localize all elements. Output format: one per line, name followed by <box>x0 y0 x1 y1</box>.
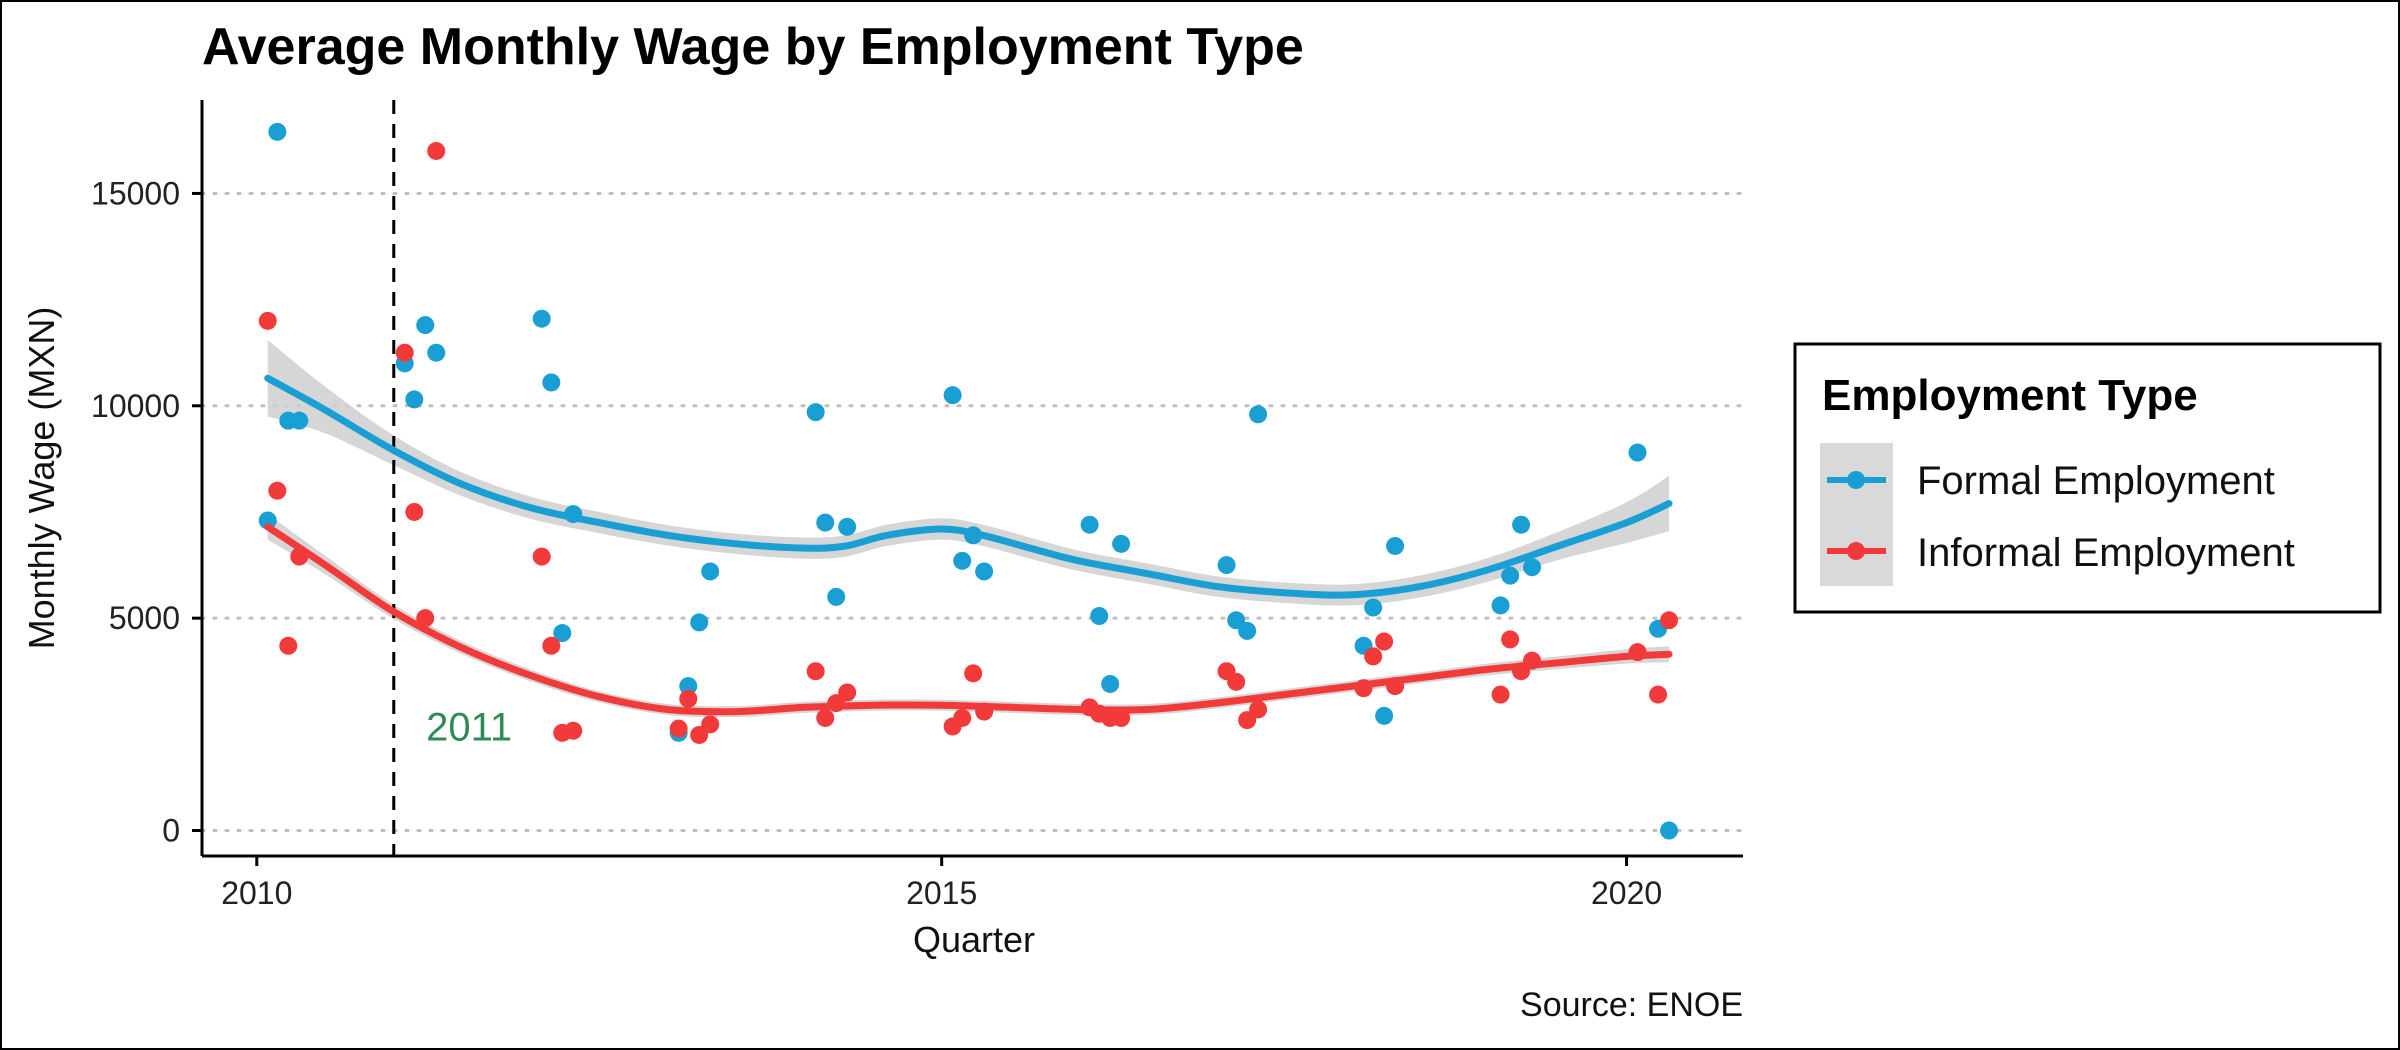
data-point-informal <box>953 708 972 727</box>
data-point-informal <box>701 715 720 734</box>
data-point-formal <box>532 309 551 328</box>
data-point-informal <box>964 664 983 683</box>
data-point-formal <box>1386 536 1405 555</box>
data-point-informal <box>416 609 435 628</box>
data-point-informal <box>564 721 583 740</box>
trend-line-formal <box>264 374 1673 599</box>
source-caption: Source: ENOE <box>1520 986 1743 1024</box>
data-point-informal <box>395 343 414 362</box>
x-tick-label: 2015 <box>906 875 977 911</box>
y-axis-label: Monthly Wage (MXN) <box>21 307 62 650</box>
data-point-formal <box>290 411 309 430</box>
data-point-informal <box>1364 647 1383 666</box>
data-point-formal <box>258 511 277 530</box>
data-point-formal <box>1249 405 1268 424</box>
trend-lines <box>264 374 1673 716</box>
data-point-informal <box>1227 672 1246 691</box>
gridlines <box>200 191 1745 833</box>
y-tick-label: 15000 <box>91 175 180 211</box>
data-point-formal <box>1090 607 1109 626</box>
x-axis-ticks: 2010 2015 2020 <box>221 856 1662 911</box>
data-point-informal <box>838 683 857 702</box>
data-point-informal <box>679 689 698 708</box>
y-tick-label: 10000 <box>91 388 180 424</box>
data-point-formal <box>816 513 835 532</box>
data-point-formal <box>1238 621 1257 640</box>
annotation-2011: 2011 <box>426 705 512 749</box>
data-point-formal <box>806 403 825 422</box>
data-point-formal <box>1501 566 1520 585</box>
data-point-informal <box>806 662 825 681</box>
x-axis-label: Quarter <box>913 919 1035 960</box>
data-point-formal <box>1523 558 1542 577</box>
data-point-informal <box>1501 630 1520 649</box>
data-point-informal <box>532 547 551 566</box>
x-tick-label: 2010 <box>221 875 292 911</box>
data-point-formal <box>701 562 720 581</box>
chart-title: Average Monthly Wage by Employment Type <box>202 18 1304 76</box>
data-point-informal <box>1375 632 1394 651</box>
data-point-informal <box>1491 685 1510 704</box>
data-point-formal <box>1491 596 1510 615</box>
legend-label-formal: Formal Employment <box>1917 459 2275 503</box>
data-point-formal <box>953 551 972 570</box>
data-point-formal <box>405 390 424 409</box>
data-point-formal <box>542 373 561 392</box>
data-point-informal <box>542 636 561 655</box>
data-point-formal <box>427 343 446 362</box>
data-point-informal <box>279 636 298 655</box>
data-point-formal <box>1101 674 1120 693</box>
data-point-formal <box>416 316 435 335</box>
data-point-informal <box>1249 700 1268 719</box>
y-tick-label: 0 <box>162 813 180 849</box>
data-point-formal <box>975 562 994 581</box>
legend-title: Employment Type <box>1822 371 2198 420</box>
data-point-formal <box>1512 515 1531 534</box>
data-point-formal <box>943 386 962 405</box>
data-point-formal <box>1628 443 1647 462</box>
data-point-formal <box>827 587 846 606</box>
legend: Employment Type Formal Employment Inform… <box>1793 342 2382 614</box>
data-point-formal <box>1660 821 1679 840</box>
data-point-informal <box>816 708 835 727</box>
data-point-informal <box>427 141 446 160</box>
data-point-formal <box>690 613 709 632</box>
confidence-band-informal <box>267 514 1670 718</box>
data-point-informal <box>1649 685 1668 704</box>
y-axis-ticks: 0 5000 10000 15000 <box>91 175 202 849</box>
data-point-formal <box>1080 515 1099 534</box>
trend-line-informal <box>264 523 1673 716</box>
data-point-informal <box>1112 708 1131 727</box>
data-point-formal <box>1217 556 1236 575</box>
data-point-informal <box>268 481 287 500</box>
data-point-informal <box>669 719 688 738</box>
legend-key-background <box>1820 443 1893 586</box>
data-point-formal <box>1112 534 1131 553</box>
data-point-informal <box>405 502 424 521</box>
y-tick-label: 5000 <box>109 600 180 636</box>
legend-label-informal: Informal Employment <box>1917 531 2295 575</box>
data-point-informal <box>1660 611 1679 630</box>
data-point-formal <box>679 677 698 696</box>
data-point-formal <box>268 122 287 141</box>
legend-key-formal <box>1827 471 1886 489</box>
data-point-formal <box>553 624 572 643</box>
data-point-formal <box>1364 598 1383 617</box>
data-point-formal <box>1375 706 1394 725</box>
x-tick-label: 2020 <box>1591 875 1662 911</box>
data-point-formal <box>838 517 857 536</box>
legend-key-informal <box>1827 542 1886 560</box>
data-point-informal <box>258 311 277 330</box>
